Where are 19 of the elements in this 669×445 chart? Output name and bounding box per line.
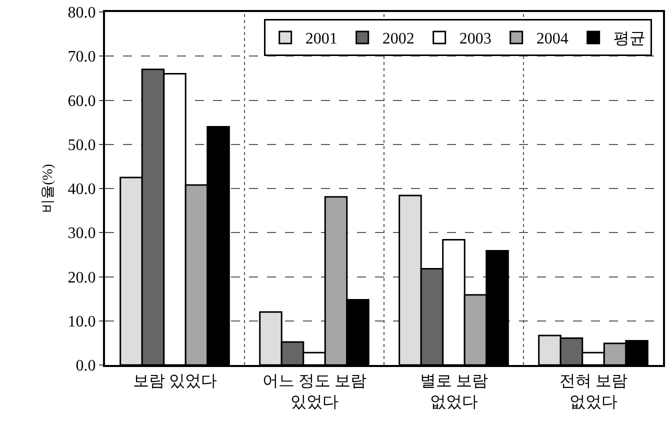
legend-label: 2004 <box>536 30 568 48</box>
y-tick-label: 20.0 <box>68 269 96 286</box>
legend-label: 2002 <box>382 30 414 48</box>
y-tick-label: 50.0 <box>68 136 96 154</box>
y-axis-title: 비율(%) <box>40 164 56 213</box>
y-tick-label: 70.0 <box>68 48 96 66</box>
legend-label: 2003 <box>459 30 492 48</box>
y-tick-label: 10.0 <box>68 313 96 330</box>
x-tick-label: 전혀 보람 없었다 <box>559 373 628 411</box>
legend-label: 평균 <box>613 30 646 48</box>
legend-label: 2001 <box>305 30 338 48</box>
y-tick-label: 0.0 <box>76 358 96 375</box>
y-tick-label: 60.0 <box>68 92 96 110</box>
y-tick-label: 30.0 <box>68 225 96 242</box>
y-tick-label: 80.0 <box>68 4 96 22</box>
x-tick-label: 보람 있었다 <box>132 373 217 390</box>
x-tick-label: 별로 보람 없었다 <box>420 373 488 411</box>
x-tick-label: 어느 정도 보람 있었다 <box>262 373 366 411</box>
y-tick-label: 40.0 <box>68 181 96 198</box>
